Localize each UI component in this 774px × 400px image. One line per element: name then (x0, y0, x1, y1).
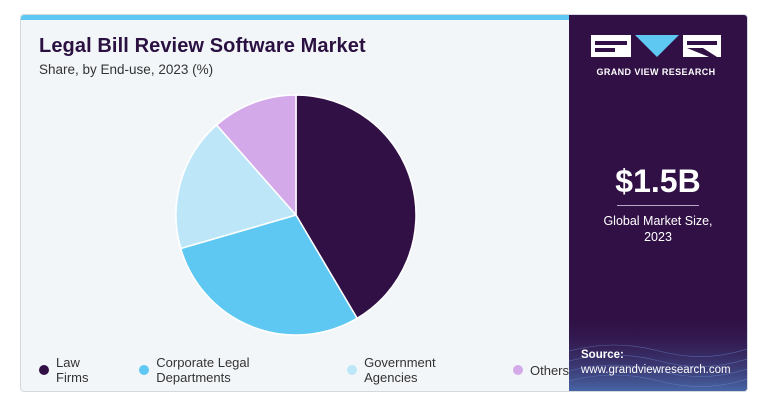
chart-subtitle: Share, by End-use, 2023 (%) (39, 62, 214, 77)
legend-item-others: Others (512, 362, 569, 378)
pie-chart (175, 94, 417, 336)
legend-swatch-corporate-legal-departments (139, 365, 150, 375)
legend-item-law-firms: Law Firms (39, 355, 113, 385)
chart-title: Legal Bill Review Software Market (39, 35, 366, 57)
legend-item-corporate-legal-departments: Corporate Legal Departments (139, 355, 321, 385)
logo-text: GRAND VIEW RESEARCH (596, 67, 716, 77)
source-label: Source: (581, 349, 624, 361)
decorative-wave-pattern (569, 311, 747, 391)
market-size-label-line2: 2023 (644, 230, 672, 244)
pie-slice-others (215, 94, 297, 217)
pie-slice-corporate-legal-departments (179, 214, 359, 336)
chart-legend: Law Firms Corporate Legal Departments Gove… (39, 355, 569, 385)
legend-label-law-firms: Law Firms (56, 355, 89, 385)
legend-swatch-government-agencies (347, 365, 358, 375)
legend-label-others: Others (529, 362, 569, 378)
legend-swatch-law-firms (39, 365, 49, 375)
chart-panel: Legal Bill Review Software Market Share,… (21, 15, 569, 391)
legend-label-government-agencies: Government Agencies (364, 355, 436, 385)
chart-card: Legal Bill Review Software Market Share,… (20, 14, 748, 392)
legend-label-corporate-legal-departments: Corporate Legal Departments (156, 355, 250, 385)
divider (617, 205, 699, 206)
grand-view-research-logo-icon (591, 35, 721, 57)
pie-slice-law-firms (295, 94, 417, 320)
source-url: www.grandviewresearch.com (581, 364, 731, 376)
legend-swatch-others (512, 365, 523, 375)
market-size-label-line1: Global Market Size, (603, 214, 713, 228)
accent-bar (21, 15, 569, 20)
market-size-value: $1.5B (615, 163, 701, 199)
market-size-label: Global Market Size, 2023 (569, 213, 747, 245)
info-sidebar: GRAND VIEW RESEARCH $1.5B Global Market … (569, 15, 747, 391)
company-logo: GRAND VIEW RESEARCH (591, 35, 721, 77)
pie-slice-government-agencies (175, 123, 298, 250)
legend-item-government-agencies: Government Agencies (347, 355, 487, 385)
